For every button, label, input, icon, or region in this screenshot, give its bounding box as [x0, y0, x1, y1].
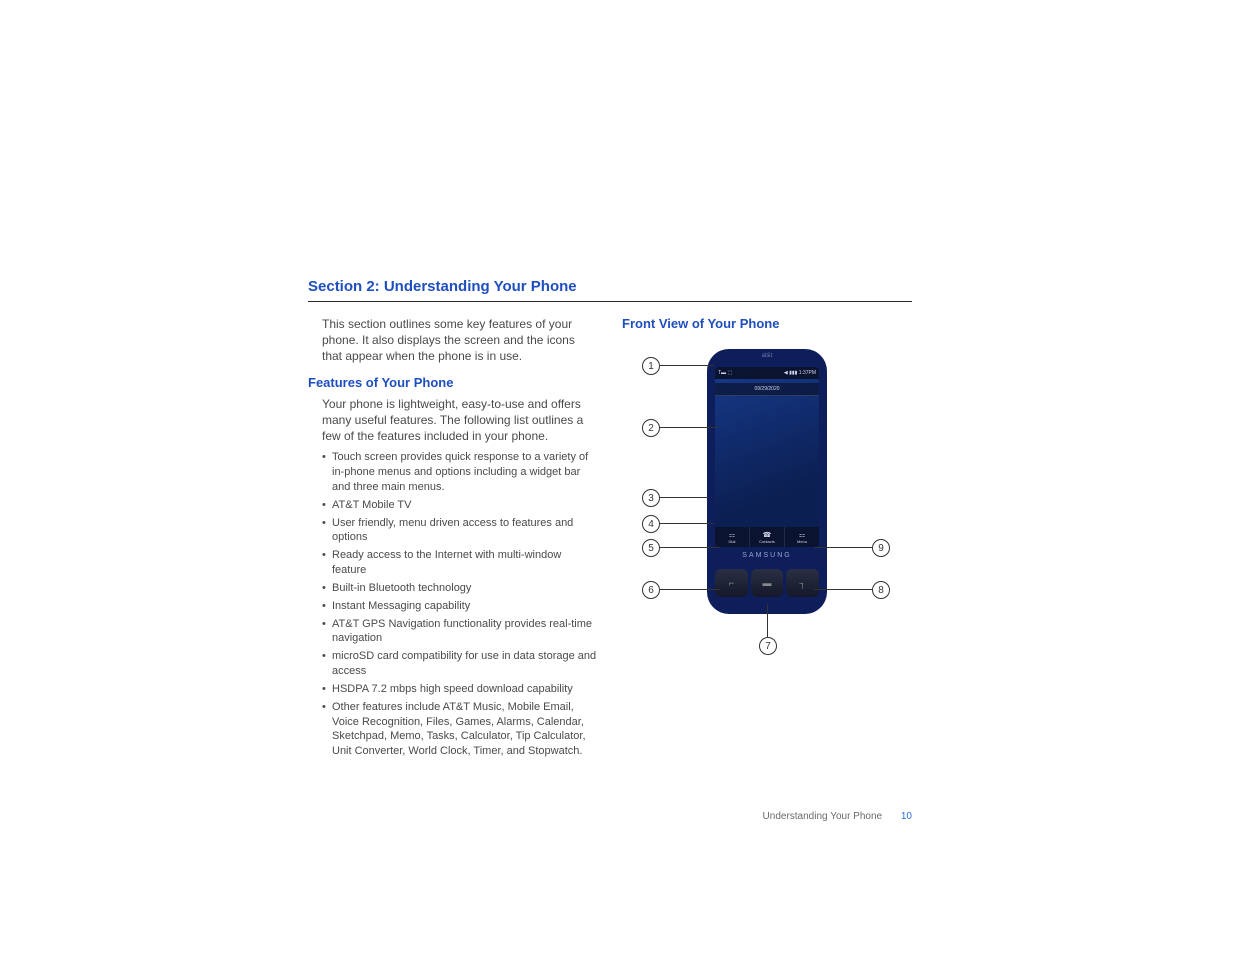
section-title: Section 2: Understanding Your Phone [308, 278, 912, 295]
status-right: ◀ ▮▮▮ 1:37PM [784, 370, 816, 376]
callout-2: 2 [642, 419, 660, 437]
section-rule [308, 301, 912, 302]
softkey-label: Contacts [759, 539, 775, 544]
lead [767, 604, 768, 637]
feature-item: AT&T Mobile TV [322, 498, 598, 513]
callout-5: 5 [642, 539, 660, 557]
callout-4: 4 [642, 515, 660, 533]
lead [660, 547, 720, 548]
feature-item: Touch screen provides quick response to … [322, 450, 598, 495]
status-left: T▬ ⬚ [718, 370, 732, 376]
phone-diagram: 1 2 3 4 5 6 9 8 [622, 349, 912, 669]
page-footer: Understanding Your Phone 10 [763, 811, 912, 822]
callout-7: 7 [759, 637, 777, 655]
grid-icon: ⚏ [798, 531, 806, 539]
page-content: Section 2: Understanding Your Phone This… [308, 278, 912, 762]
lead [660, 427, 718, 428]
callout-1: 1 [642, 357, 660, 375]
status-bar: T▬ ⬚ ◀ ▮▮▮ 1:37PM [715, 367, 819, 379]
manual-page: Section 2: Understanding Your Phone This… [0, 0, 1235, 954]
contacts-icon: ☎ [763, 531, 771, 539]
features-heading: Features of Your Phone [308, 375, 598, 390]
feature-item: AT&T GPS Navigation functionality provid… [322, 617, 598, 647]
phone-screen: T▬ ⬚ ◀ ▮▮▮ 1:37PM 09/29/2020 ⚏ Dial [715, 367, 819, 547]
two-columns: This section outlines some key features … [308, 316, 912, 762]
feature-item: Instant Messaging capability [322, 599, 598, 614]
callout-8: 8 [872, 581, 890, 599]
send-key: ⌐ [715, 569, 748, 597]
lead [660, 589, 720, 590]
softkey-contacts: ☎ Contacts [750, 527, 785, 547]
phone-body: at&t T▬ ⬚ ◀ ▮▮▮ 1:37PM 09/29/2020 ⚏ Dial [707, 349, 827, 614]
callout-9: 9 [872, 539, 890, 557]
feature-item: HSDPA 7.2 mbps high speed download capab… [322, 682, 598, 697]
feature-item: Ready access to the Internet with multi-… [322, 548, 598, 578]
footer-text: Understanding Your Phone [763, 811, 883, 822]
feature-item: Built-in Bluetooth technology [322, 581, 598, 596]
softkey-dial: ⚏ Dial [715, 527, 750, 547]
end-key: ┐ [786, 569, 819, 597]
grid-icon: ⚏ [728, 531, 736, 539]
page-number: 10 [901, 811, 912, 822]
features-intro: Your phone is lightweight, easy-to-use a… [322, 396, 598, 445]
softkey-menu: ⚏ Menu [785, 527, 819, 547]
lead [814, 589, 872, 590]
softkey-bar: ⚏ Dial ☎ Contacts ⚏ Menu [715, 527, 819, 547]
callout-3: 3 [642, 489, 660, 507]
lead [660, 523, 714, 524]
features-list: Touch screen provides quick response to … [322, 450, 598, 759]
feature-item: microSD card compatibility for use in da… [322, 649, 598, 679]
softkey-label: Menu [797, 539, 807, 544]
front-view-heading: Front View of Your Phone [622, 316, 912, 331]
phone-brand: SAMSUNG [707, 552, 827, 559]
home-key: ▬ [751, 569, 784, 597]
lead [814, 547, 872, 548]
feature-item: User friendly, menu driven access to fea… [322, 516, 598, 546]
softkey-label: Dial [729, 539, 736, 544]
right-column: Front View of Your Phone 1 2 3 4 5 6 [622, 316, 912, 762]
intro-text: This section outlines some key features … [322, 316, 598, 365]
lead [660, 365, 714, 366]
left-column: This section outlines some key features … [308, 316, 598, 762]
callout-6: 6 [642, 581, 660, 599]
hardkey-row: ⌐ ▬ ┐ [715, 569, 819, 597]
carrier-logo: at&t [707, 353, 827, 359]
date-bar: 09/29/2020 [715, 383, 819, 396]
feature-item: Other features include AT&T Music, Mobil… [322, 700, 598, 759]
lead [660, 497, 708, 498]
